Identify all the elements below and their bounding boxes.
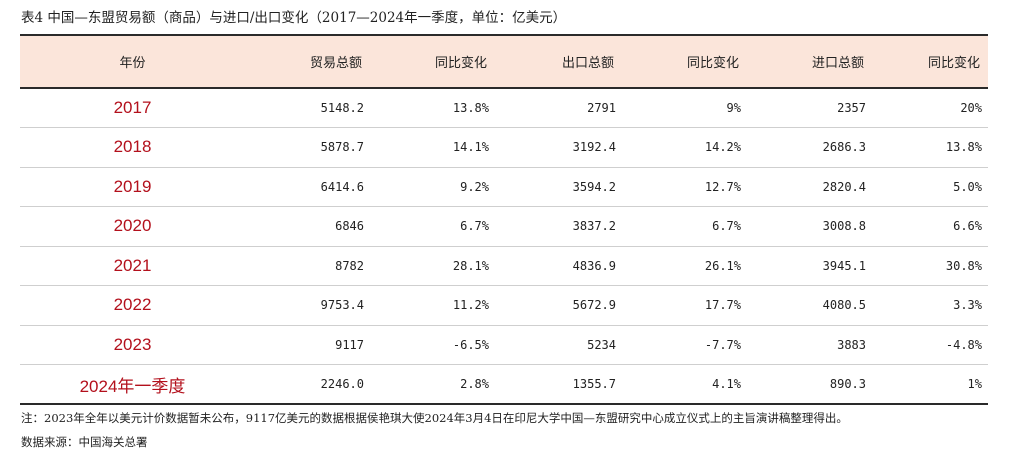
cell-import-yoy: 1%: [872, 364, 988, 405]
cell-total-trade: 2246.0: [245, 364, 370, 405]
footnote: 注：2023年全年以美元计价数据暂未公布，9117亿美元的数据根据侯艳琪大使20…: [21, 411, 848, 425]
cell-year: 2019: [20, 167, 245, 207]
table-row: 2018 5878.7 14.1% 3192.4 14.2% 2686.3 13…: [20, 127, 988, 168]
header-year: 年份: [20, 34, 245, 89]
cell-export-yoy: 4.1%: [622, 364, 747, 405]
cell-export-total: 1355.7: [495, 364, 622, 405]
table-row: 2024年一季度 2246.0 2.8% 1355.7 4.1% 890.3 1…: [20, 364, 988, 405]
cell-year: 2017: [20, 88, 245, 128]
cell-export-yoy: 17.7%: [622, 285, 747, 326]
cell-import-yoy: 3.3%: [872, 285, 988, 326]
cell-export-yoy: 6.7%: [622, 206, 747, 247]
cell-import-total: 3883: [747, 325, 872, 365]
cell-export-total: 2791: [495, 88, 622, 128]
cell-export-yoy: 26.1%: [622, 246, 747, 286]
cell-import-yoy: -4.8%: [872, 325, 988, 365]
header-total-yoy: 同比变化: [370, 34, 495, 89]
cell-import-yoy: 20%: [872, 88, 988, 128]
cell-year: 2021: [20, 246, 245, 286]
cell-total-yoy: 13.8%: [370, 88, 495, 128]
cell-total-yoy: 11.2%: [370, 285, 495, 326]
cell-export-total: 3594.2: [495, 167, 622, 207]
cell-total-trade: 9117: [245, 325, 370, 365]
header-total-trade: 贸易总额: [245, 34, 370, 89]
cell-year: 2023: [20, 325, 245, 365]
cell-export-yoy: 9%: [622, 88, 747, 128]
table-caption: 表4 中国—东盟贸易额（商品）与进口/出口变化（2017—2024年一季度，单位…: [21, 10, 567, 26]
cell-import-yoy: 5.0%: [872, 167, 988, 207]
cell-total-yoy: 2.8%: [370, 364, 495, 405]
cell-year: 2022: [20, 285, 245, 326]
cell-import-total: 2820.4: [747, 167, 872, 207]
cell-year: 2018: [20, 127, 245, 168]
table-row: 2021 8782 28.1% 4836.9 26.1% 3945.1 30.8…: [20, 246, 988, 286]
cell-total-trade: 9753.4: [245, 285, 370, 326]
cell-year: 2024年一季度: [20, 364, 245, 405]
cell-export-total: 3192.4: [495, 127, 622, 168]
cell-export-total: 5672.9: [495, 285, 622, 326]
cell-import-total: 3945.1: [747, 246, 872, 286]
table-row: 2022 9753.4 11.2% 5672.9 17.7% 4080.5 3.…: [20, 285, 988, 326]
cell-export-total: 4836.9: [495, 246, 622, 286]
header-export-yoy: 同比变化: [622, 34, 747, 89]
header-export-total: 出口总额: [495, 34, 622, 89]
cell-import-yoy: 13.8%: [872, 127, 988, 168]
cell-export-yoy: -7.7%: [622, 325, 747, 365]
cell-year: 2020: [20, 206, 245, 247]
header-import-total: 进口总额: [747, 34, 872, 89]
cell-import-yoy: 6.6%: [872, 206, 988, 247]
cell-total-yoy: -6.5%: [370, 325, 495, 365]
table-row: 2019 6414.6 9.2% 3594.2 12.7% 2820.4 5.0…: [20, 167, 988, 207]
cell-total-trade: 6846: [245, 206, 370, 247]
cell-import-total: 2357: [747, 88, 872, 128]
cell-total-trade: 5878.7: [245, 127, 370, 168]
cell-total-trade: 8782: [245, 246, 370, 286]
cell-import-total: 4080.5: [747, 285, 872, 326]
table-header-row: 年份 贸易总额 同比变化 出口总额 同比变化 进口总额 同比变化: [20, 34, 988, 89]
cell-export-yoy: 12.7%: [622, 167, 747, 207]
cell-total-trade: 6414.6: [245, 167, 370, 207]
cell-import-total: 3008.8: [747, 206, 872, 247]
cell-total-yoy: 6.7%: [370, 206, 495, 247]
table-row: 2023 9117 -6.5% 5234 -7.7% 3883 -4.8%: [20, 325, 988, 365]
trade-table: 年份 贸易总额 同比变化 出口总额 同比变化 进口总额 同比变化 2017 51…: [20, 34, 988, 405]
header-import-yoy: 同比变化: [872, 34, 988, 89]
table-row: 2017 5148.2 13.8% 2791 9% 2357 20%: [20, 88, 988, 128]
cell-total-trade: 5148.2: [245, 88, 370, 128]
cell-import-total: 2686.3: [747, 127, 872, 168]
cell-import-yoy: 30.8%: [872, 246, 988, 286]
cell-total-yoy: 28.1%: [370, 246, 495, 286]
cell-total-yoy: 9.2%: [370, 167, 495, 207]
cell-export-total: 5234: [495, 325, 622, 365]
cell-export-yoy: 14.2%: [622, 127, 747, 168]
data-source: 数据来源：中国海关总署: [21, 435, 148, 449]
table-row: 2020 6846 6.7% 3837.2 6.7% 3008.8 6.6%: [20, 206, 988, 247]
cell-total-yoy: 14.1%: [370, 127, 495, 168]
cell-import-total: 890.3: [747, 364, 872, 405]
cell-export-total: 3837.2: [495, 206, 622, 247]
